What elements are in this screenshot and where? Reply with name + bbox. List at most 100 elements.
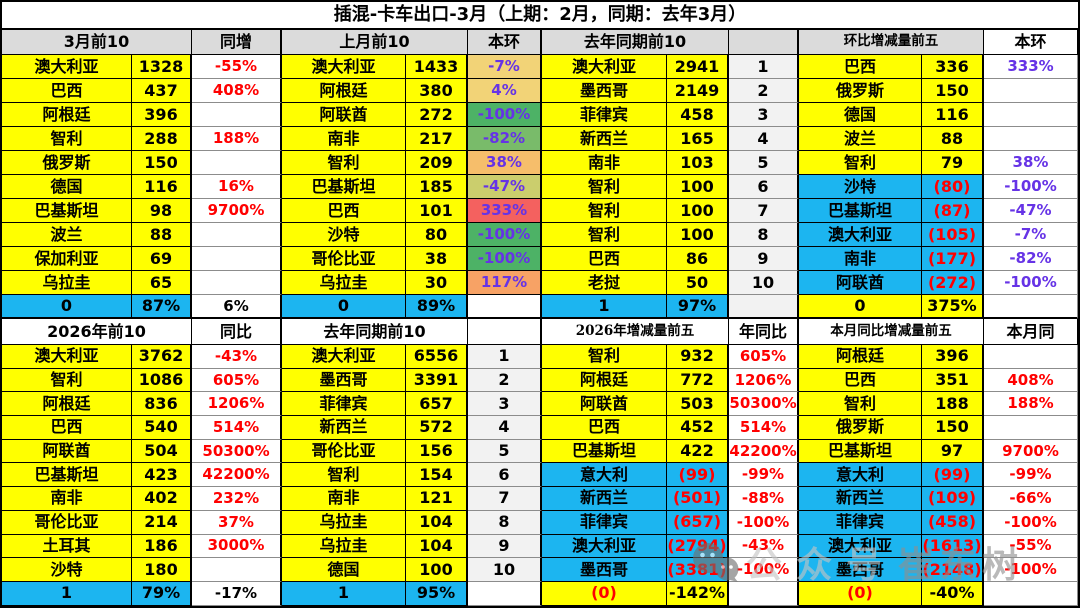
country-cell: 墨西哥: [542, 79, 667, 103]
country-cell: 南非: [542, 151, 667, 175]
pct-cell: 408%: [192, 79, 282, 103]
country-cell: 智利: [799, 151, 922, 175]
column-header: 同比: [192, 319, 282, 345]
rank-cell: 5: [729, 151, 799, 175]
rank-cell: 6: [468, 463, 542, 488]
pct-cell: [192, 247, 282, 271]
value-cell: (87): [922, 199, 984, 223]
total-cell: 79%: [132, 581, 192, 606]
country-cell: 德国: [799, 103, 922, 127]
value-cell: 185: [406, 175, 468, 199]
column-header: 本环: [468, 30, 542, 55]
value-cell: 1433: [406, 55, 468, 79]
total-cell: 0: [282, 295, 406, 319]
country-cell: 智利: [282, 151, 406, 175]
value-cell: 116: [132, 175, 192, 199]
country-cell: 巴西: [2, 79, 132, 103]
pct-cell: -100%: [468, 247, 542, 271]
pct-cell: -99%: [729, 463, 799, 488]
value-cell: 503: [667, 392, 729, 417]
pct-cell: 408%: [984, 368, 1078, 393]
total-cell: -142%: [667, 581, 729, 606]
country-cell: 南非: [799, 247, 922, 271]
rank-cell: 1: [468, 345, 542, 369]
pct-cell: -7%: [984, 223, 1078, 247]
pct-cell: 42200%: [729, 439, 799, 464]
country-cell: 保加利亚: [2, 247, 132, 271]
column-header: [729, 30, 799, 55]
country-cell: 阿联酋: [2, 439, 132, 464]
value-cell: (80): [922, 175, 984, 199]
value-cell: 422: [667, 439, 729, 464]
rank-cell: 2: [468, 368, 542, 393]
pct-cell: -100%: [984, 175, 1078, 199]
value-cell: 69: [132, 247, 192, 271]
country-cell: 阿联酋: [799, 271, 922, 295]
column-header: 2026年前10: [2, 319, 192, 345]
pct-cell: 16%: [192, 175, 282, 199]
country-cell: 智利: [542, 345, 667, 369]
total-cell: 97%: [667, 295, 729, 319]
country-cell: 智利: [2, 127, 132, 151]
value-cell: 3762: [132, 345, 192, 369]
pct-cell: 50300%: [192, 439, 282, 464]
country-cell: 新西兰: [542, 487, 667, 511]
pct-cell: -47%: [984, 199, 1078, 223]
country-cell: 哥伦比亚: [282, 439, 406, 464]
pct-cell: 9700%: [984, 439, 1078, 464]
value-cell: 116: [922, 103, 984, 127]
pct-cell: -55%: [192, 55, 282, 79]
country-cell: 菲律宾: [799, 510, 922, 535]
pct-cell: -82%: [984, 247, 1078, 271]
country-cell: 巴西: [542, 416, 667, 440]
pct-cell: 605%: [729, 345, 799, 369]
country-cell: 新西兰: [282, 416, 406, 440]
pct-cell: [192, 151, 282, 175]
country-cell: 巴西: [799, 55, 922, 79]
total-cell: (0): [799, 581, 922, 606]
pct-cell: -100%: [468, 103, 542, 127]
pct-cell: -100%: [984, 510, 1078, 535]
column-header: 3月前10: [2, 30, 192, 55]
total-cell: [984, 581, 1078, 606]
value-cell: 65: [132, 271, 192, 295]
country-cell: 智利: [542, 199, 667, 223]
country-cell: 哥伦比亚: [2, 510, 132, 535]
country-cell: 巴西: [799, 368, 922, 393]
column-header: 本环: [984, 30, 1078, 55]
country-cell: 阿根廷: [799, 345, 922, 369]
pct-cell: -47%: [468, 175, 542, 199]
country-cell: 巴基斯坦: [282, 175, 406, 199]
column-header: 去年同期前10: [542, 30, 729, 55]
country-cell: 墨西哥: [542, 558, 667, 582]
value-cell: 80: [406, 223, 468, 247]
country-cell: 巴西: [282, 199, 406, 223]
country-cell: 俄罗斯: [799, 79, 922, 103]
value-cell: 336: [922, 55, 984, 79]
country-cell: 南非: [282, 487, 406, 511]
country-cell: 巴基斯坦: [799, 199, 922, 223]
pct-cell: 333%: [468, 199, 542, 223]
value-cell: 3391: [406, 368, 468, 393]
column-header: 本月同比增减量前五: [799, 319, 984, 345]
value-cell: 188: [922, 392, 984, 417]
rank-cell: 4: [729, 127, 799, 151]
value-cell: 6556: [406, 345, 468, 369]
value-cell: 1328: [132, 55, 192, 79]
value-cell: 452: [667, 416, 729, 440]
pct-cell: 38%: [468, 151, 542, 175]
country-cell: 澳大利亚: [542, 55, 667, 79]
country-cell: 老挝: [542, 271, 667, 295]
country-cell: 澳大利亚: [542, 534, 667, 559]
value-cell: 100: [406, 558, 468, 582]
country-cell: 菲律宾: [542, 510, 667, 535]
value-cell: (657): [667, 510, 729, 535]
pct-cell: 1206%: [192, 392, 282, 417]
value-cell: 2149: [667, 79, 729, 103]
pct-cell: 38%: [984, 151, 1078, 175]
value-cell: 437: [132, 79, 192, 103]
country-cell: 巴基斯坦: [799, 439, 922, 464]
total-cell: 89%: [406, 295, 468, 319]
value-cell: 50: [667, 271, 729, 295]
value-cell: 402: [132, 487, 192, 511]
